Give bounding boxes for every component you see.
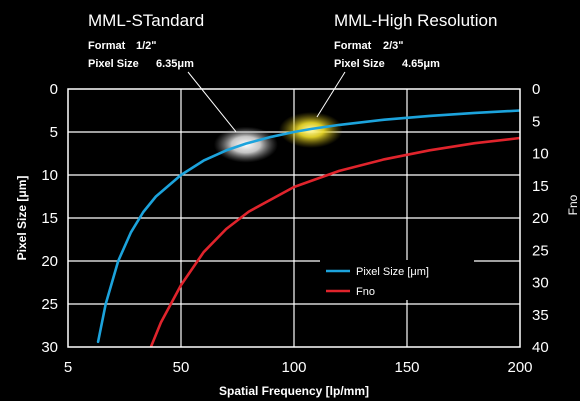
legend-label-fno: Fno <box>356 286 375 298</box>
y2-tick-labels: 0 5 10 15 20 25 30 35 40 <box>532 81 549 356</box>
series-line-fno <box>149 136 520 347</box>
y2-tick-35: 35 <box>532 307 549 324</box>
leader-line-standard <box>187 71 237 132</box>
x-tick-labels: 5 50 100 150 200 <box>64 359 533 376</box>
y2-tick-10: 10 <box>532 146 549 163</box>
y2-axis-label: Fno <box>566 194 580 215</box>
y2-tick-15: 15 <box>532 178 549 195</box>
series-line-pixel-size <box>96 109 520 344</box>
x-tick-5: 5 <box>64 359 72 376</box>
annotation-leaders <box>187 71 346 132</box>
highres-format-label: Format <box>334 40 372 52</box>
x-tick-150: 150 <box>394 359 419 376</box>
y2-tick-20: 20 <box>532 210 549 227</box>
legend-background <box>320 260 474 300</box>
y-tick-25: 25 <box>41 296 58 313</box>
series-lines <box>96 109 520 347</box>
standard-pixel-value: 6.35μm <box>156 58 194 70</box>
y-tick-labels: 0 5 10 15 20 25 30 <box>41 81 58 356</box>
legend-label-pixel-size: Pixel Size [μm] <box>356 266 429 278</box>
highres-title: MML-High Resolution <box>334 11 497 30</box>
x-axis-label: Spatial Frequency [lp/mm] <box>219 384 369 398</box>
y2-tick-5: 5 <box>532 113 540 130</box>
standard-title: MML-STandard <box>88 11 204 30</box>
standard-format-label: Format <box>88 40 126 52</box>
x-tick-50: 50 <box>173 359 190 376</box>
y-tick-30: 30 <box>41 339 58 356</box>
standard-format-value: 1/2ʺ <box>136 40 157 52</box>
highres-pixel-value: 4.65μm <box>402 58 440 70</box>
y-tick-10: 10 <box>41 167 58 184</box>
y2-tick-30: 30 <box>532 275 549 292</box>
y2-tick-25: 25 <box>532 242 549 259</box>
plot-frame <box>67 88 521 348</box>
highres-format-value: 2/3ʺ <box>383 40 404 52</box>
leader-line-high-resolution <box>316 71 346 118</box>
y-tick-5: 5 <box>50 124 58 141</box>
x-tick-100: 100 <box>281 359 306 376</box>
highres-pixel-label: Pixel Size <box>334 58 385 70</box>
x-tick-200: 200 <box>507 359 532 376</box>
y2-tick-40: 40 <box>532 339 549 356</box>
y-axis-label: Pixel Size [μm] <box>15 176 29 261</box>
standard-pixel-label: Pixel Size <box>88 58 139 70</box>
y2-tick-0: 0 <box>532 81 540 98</box>
y-tick-20: 20 <box>41 253 58 270</box>
y-tick-15: 15 <box>41 210 58 227</box>
y-tick-0: 0 <box>50 81 58 98</box>
